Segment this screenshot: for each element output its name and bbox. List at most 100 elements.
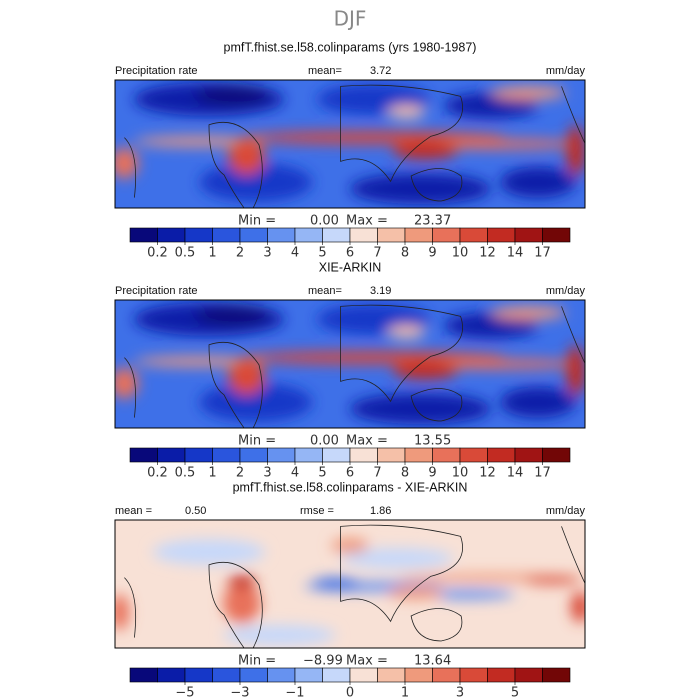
field-blob (340, 548, 454, 569)
colorbar-tick-label: −3 (230, 686, 249, 700)
colorbar-bin (267, 227, 296, 243)
field-blob (500, 387, 576, 418)
coastline (208, 121, 263, 208)
figure-title: DJF (334, 7, 367, 31)
field-blob (350, 173, 491, 205)
field-blob (387, 325, 426, 339)
coastline (340, 304, 463, 403)
colorbar-bin (432, 227, 461, 243)
colorbar-bin (377, 667, 406, 683)
colorbar-tick-label: 9 (428, 246, 436, 261)
coastline (340, 84, 463, 183)
colorbar-bin (377, 447, 406, 463)
colorbar-bin (542, 227, 571, 243)
max-label: Max = (346, 654, 388, 669)
stat-label: mean= (308, 285, 342, 297)
field-blob (444, 92, 538, 119)
colorbar-tick-label: 8 (401, 466, 409, 481)
colorbar-tick-label: 14 (507, 246, 524, 261)
field-blobs (115, 82, 585, 205)
colorbar-tick-label: 8 (401, 246, 409, 261)
left-label: mean = (115, 505, 152, 517)
map-frame (114, 519, 586, 649)
stat-value: 3.19 (370, 285, 391, 297)
field-blob (223, 624, 336, 646)
field-blob (392, 361, 459, 380)
field-blob (312, 577, 360, 591)
colorbar-tick-label: 12 (479, 466, 496, 481)
field-blob (223, 582, 261, 624)
field-blob (152, 539, 266, 565)
field-blobs (115, 537, 585, 646)
map-frame (114, 299, 586, 429)
colorbar-bin (157, 667, 186, 683)
colorbar-tick-label: 3 (263, 246, 271, 261)
colorbar-tick-label: 10 (452, 246, 469, 261)
field-blob (115, 147, 139, 179)
map-field (115, 300, 585, 428)
colorbar-bin (404, 447, 433, 463)
max-value: 13.55 (414, 434, 451, 449)
colorbar-bin (514, 227, 543, 243)
colorbar-bin (212, 447, 241, 463)
colorbar-tick-label: −5 (175, 686, 194, 700)
max-label: Max = (346, 434, 388, 449)
colorbar-tick-label: 0.2 (147, 466, 168, 481)
field-blob (387, 586, 444, 600)
colorbar-tick-label: 7 (373, 246, 381, 261)
colorbar-bin (349, 447, 378, 463)
left-value: 0.50 (185, 505, 206, 517)
coastline (208, 341, 263, 428)
colorbar-bin (184, 447, 213, 463)
min-label: Min = (238, 214, 276, 229)
field-blob (566, 124, 585, 176)
colorbar-bin (404, 227, 433, 243)
colorbar-bin (239, 227, 268, 243)
colorbar-tick-label: 10 (452, 466, 469, 481)
map-field (115, 80, 585, 208)
colorbar-bin (129, 447, 158, 463)
colorbar-bin (542, 447, 571, 463)
map-frame (114, 79, 586, 209)
colorbar-tick-label: 14 (507, 466, 524, 481)
left-label: Precipitation rate (115, 285, 198, 297)
colorbar-bin (157, 227, 186, 243)
field-blob (566, 344, 585, 396)
colorbar-tick-label: 1 (208, 466, 216, 481)
min-label: Min = (238, 654, 276, 669)
colorbar-tick-label: 4 (291, 466, 299, 481)
colorbar-bin (542, 667, 571, 683)
colorbar-tick-label: 2 (236, 246, 244, 261)
map-field (115, 520, 585, 648)
colorbar-tick-label: −1 (285, 686, 304, 700)
colorbar-bin (129, 227, 158, 243)
colorbar-bin (184, 667, 213, 683)
coastline (208, 561, 263, 648)
panel-title: XIE-ARKIN (319, 260, 382, 274)
field-blob (199, 383, 313, 422)
colorbar-bin (322, 667, 351, 683)
colorbar-bin (322, 227, 351, 243)
coastline (410, 388, 463, 422)
units: mm/day (546, 285, 586, 297)
colorbar-tick-label: 1 (208, 246, 216, 261)
colorbar-bin (239, 447, 268, 463)
colorbar-bin (267, 667, 296, 683)
field-blob (115, 594, 130, 631)
field-blob (227, 575, 256, 588)
field-blob (350, 393, 491, 425)
field-blob (500, 167, 576, 198)
colorbar-bin (487, 227, 516, 243)
field-blob (115, 367, 139, 399)
colorbar-bin (432, 667, 461, 683)
colorbar-bin (294, 447, 323, 463)
colorbar-tick-label: 0.5 (175, 246, 196, 261)
max-value: 13.64 (414, 654, 451, 669)
coastline (340, 524, 463, 623)
coastline (410, 608, 463, 642)
colorbar-bin (459, 667, 488, 683)
field-blob (392, 141, 459, 160)
field-blob (387, 105, 426, 119)
units: mm/day (546, 505, 586, 517)
colorbar-bin (267, 447, 296, 463)
